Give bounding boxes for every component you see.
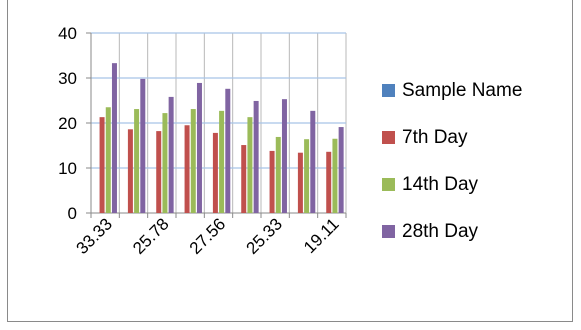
bar (156, 131, 162, 213)
legend-swatch (382, 225, 395, 238)
bar (304, 139, 310, 213)
bar (134, 109, 140, 213)
y-axis: 0 10 20 30 40 (58, 24, 92, 223)
bar (225, 88, 231, 213)
bar-chart: 0 10 20 30 40 33.33 25.78 27.56 25.33 19.11 Samp… (58, 24, 522, 258)
bar (140, 78, 146, 214)
legend-swatch (382, 131, 395, 144)
bar (212, 132, 218, 213)
legend-label: 14th Day (402, 174, 479, 195)
bar (310, 110, 316, 213)
bar (241, 145, 247, 213)
bar (99, 117, 105, 213)
bar (332, 138, 338, 213)
bar (127, 129, 133, 213)
x-tick-label: 25.33 (242, 214, 286, 258)
bar (247, 117, 253, 213)
y-tick-label: 30 (58, 69, 77, 88)
bar (184, 125, 190, 213)
bar (162, 113, 168, 213)
bar (111, 63, 117, 214)
y-tick-label: 10 (58, 159, 77, 178)
x-tick-label: 19.11 (300, 214, 343, 257)
legend-label: Sample Name (402, 80, 522, 101)
bar (297, 152, 303, 213)
bar (105, 107, 111, 213)
plot-area (90, 32, 347, 213)
x-axis: 33.33 25.78 27.56 25.33 19.11 (72, 212, 347, 258)
bar (190, 109, 196, 213)
bar (253, 100, 259, 213)
y-tick-label: 0 (68, 204, 77, 223)
y-tick-label: 20 (58, 114, 77, 133)
bars (99, 63, 344, 214)
y-tick-label: 40 (58, 24, 77, 43)
bar (326, 151, 332, 213)
legend-swatch (382, 178, 395, 191)
bar (338, 127, 344, 213)
legend-swatch (382, 84, 395, 97)
legend: Sample Name 7th Day 14th Day 28th Day (382, 80, 522, 242)
bar (275, 136, 281, 213)
x-tick-label: 27.56 (186, 214, 230, 258)
x-tick-label: 25.78 (129, 214, 173, 258)
x-tick-label: 33.33 (72, 214, 116, 258)
legend-label: 7th Day (402, 127, 468, 148)
bar (219, 110, 225, 213)
bar (281, 99, 287, 213)
legend-label: 28th Day (402, 221, 479, 242)
bar (168, 96, 174, 213)
bar (196, 82, 202, 213)
chart-frame: 0 10 20 30 40 33.33 25.78 27.56 25.33 19.11 Samp… (7, 0, 573, 322)
bar (269, 150, 275, 213)
